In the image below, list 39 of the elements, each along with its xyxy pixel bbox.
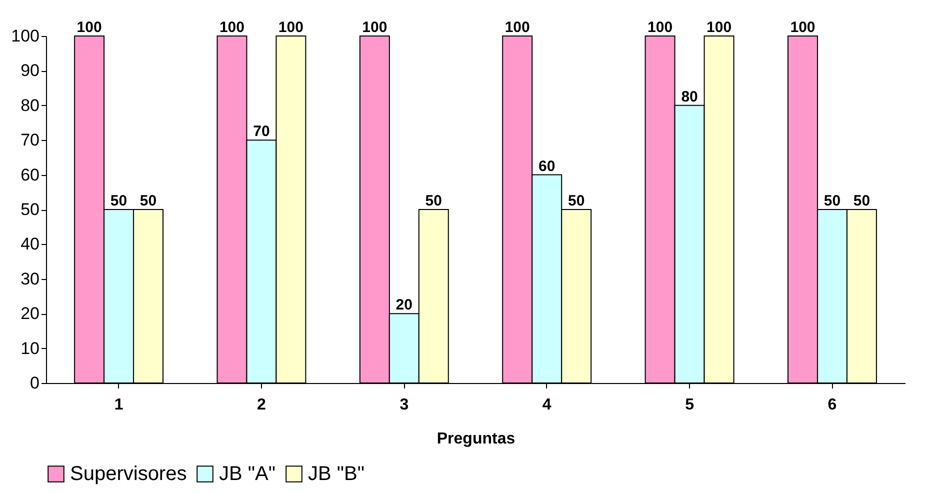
data-label: 60: [538, 158, 556, 175]
y-tick-label: 90: [20, 61, 40, 80]
y-tick-label: 70: [20, 130, 40, 150]
y-tick-label: 60: [20, 165, 40, 184]
data-label: 50: [140, 192, 157, 210]
data-label: 100: [648, 19, 673, 36]
y-tick-label: 40: [20, 234, 40, 254]
legend-label: JB "A": [219, 463, 276, 485]
y-tick-label: 20: [20, 304, 40, 324]
legend-label: Supervisores: [70, 463, 187, 485]
data-label: 50: [568, 192, 585, 210]
y-tick-label: 80: [20, 96, 40, 115]
y-tick-label: 100: [11, 26, 40, 46]
data-label: 70: [253, 123, 270, 140]
x-axis-title: Preguntas: [436, 430, 516, 448]
x-tick-label: 6: [828, 396, 837, 414]
data-label: 100: [278, 19, 304, 36]
data-label: 100: [219, 19, 244, 36]
data-label: 100: [706, 19, 732, 36]
data-label: 50: [824, 192, 841, 210]
data-label: 100: [362, 19, 388, 36]
data-label: 50: [425, 192, 442, 210]
data-label: 80: [681, 88, 698, 106]
y-tick-label: 0: [30, 374, 40, 392]
y-tick-label: 30: [20, 269, 40, 288]
legend-label: JB "B": [308, 463, 364, 485]
x-tick-label: 5: [685, 396, 694, 414]
x-tick-label: 2: [257, 396, 266, 414]
x-tick-label: 3: [400, 396, 409, 414]
y-tick-label: 50: [20, 200, 40, 219]
x-tick-label: 1: [114, 396, 124, 414]
data-label: 50: [110, 192, 128, 210]
data-label: 50: [853, 192, 870, 210]
data-label: 20: [396, 296, 412, 314]
x-tick-label: 4: [542, 396, 552, 414]
data-label: 100: [504, 19, 530, 36]
y-tick-label: 10: [20, 338, 40, 358]
data-label: 100: [76, 19, 102, 36]
data-label: 100: [790, 19, 816, 36]
